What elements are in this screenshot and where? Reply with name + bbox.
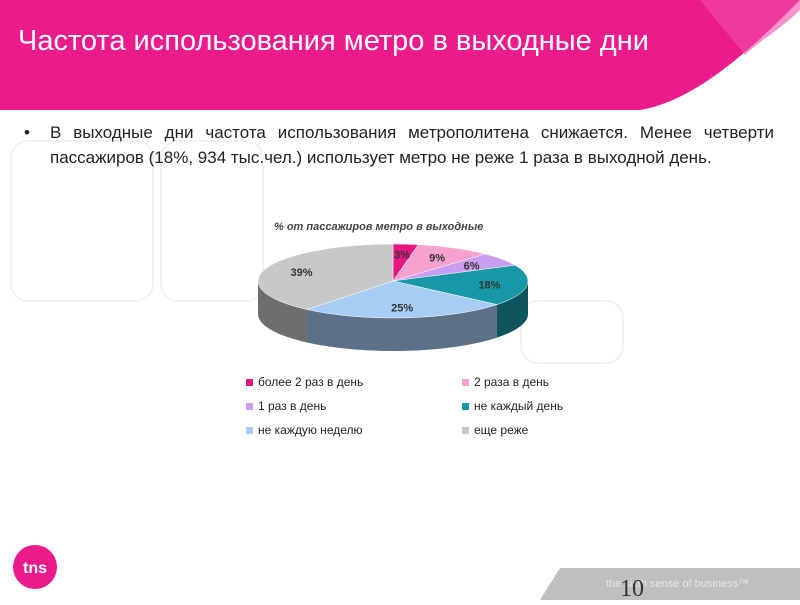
bullet-paragraph: • В выходные дни частота использования м… — [24, 120, 774, 170]
legend-swatch-0 — [246, 379, 253, 387]
pie-data-label-5: 39% — [290, 267, 312, 279]
logo-text: tns — [23, 560, 47, 577]
legend-swatch-4 — [246, 427, 253, 435]
header-background — [0, 0, 800, 110]
legend-label-0: более 2 раз в день — [258, 375, 364, 389]
legend-item-1: 2 раза в день — [462, 374, 549, 390]
background-decoration — [520, 300, 624, 364]
legend-swatch-3 — [462, 403, 469, 411]
pie-labels: 3% 9% 6% 18% 25% 39% — [290, 250, 500, 315]
pie-data-label-0: 3% — [394, 250, 410, 262]
pie-data-label-2: 6% — [464, 260, 480, 272]
legend-item-4: не каждую неделю — [246, 422, 363, 438]
header-banner: Частота использования метро в выходные д… — [0, 0, 800, 112]
footer-background — [540, 568, 800, 600]
legend-swatch-1 — [462, 379, 469, 387]
legend-label-4: не каждую неделю — [258, 423, 363, 437]
footer-bar — [0, 568, 800, 600]
pie-data-label-4: 25% — [391, 303, 413, 315]
page-title: Частота использования метро в выходные д… — [18, 25, 649, 57]
legend-item-0: более 2 раз в день — [246, 374, 363, 390]
legend-label-1: 2 раза в день — [474, 375, 549, 389]
background-decoration — [10, 140, 154, 302]
pie-slice-side-5 — [258, 281, 307, 343]
legend-label-2: 1 раз в день — [258, 399, 327, 413]
pie-data-label-3: 18% — [478, 279, 500, 291]
logo-circle — [13, 545, 57, 589]
pie-slice-side-3 — [497, 281, 528, 338]
pie-tops — [257, 243, 529, 319]
pie-slice-4 — [306, 280, 498, 319]
legend-label-5: еще реже — [474, 423, 529, 437]
bullet-text: В выходные дни частота использования мет… — [50, 123, 774, 167]
legend-item-5: еще реже — [462, 422, 528, 438]
pie-chart: 3% 9% 6% 18% 25% 39% — [257, 243, 529, 351]
legend-swatch-2 — [246, 403, 253, 411]
legend-item-2: 1 раз в день — [246, 398, 326, 414]
legend-label-3: не каждый день — [474, 399, 564, 413]
legend-item-3: не каждый день — [462, 398, 563, 414]
page-number: 10 — [620, 576, 644, 602]
pie-slice-3 — [392, 264, 529, 305]
footer-tagline: the sixth sense of business™ — [606, 578, 750, 590]
chart-title: % от пассажиров метро в выходные — [274, 221, 484, 233]
background-decoration — [160, 140, 264, 302]
pie-slice-5 — [257, 243, 394, 310]
bullet-dot-icon: • — [24, 123, 30, 142]
legend-swatch-5 — [462, 427, 469, 435]
tns-logo: tns — [13, 545, 57, 589]
pie-slice-side-4 — [306, 304, 498, 351]
pie-data-label-1: 9% — [429, 252, 445, 264]
pie-sides — [258, 281, 528, 351]
